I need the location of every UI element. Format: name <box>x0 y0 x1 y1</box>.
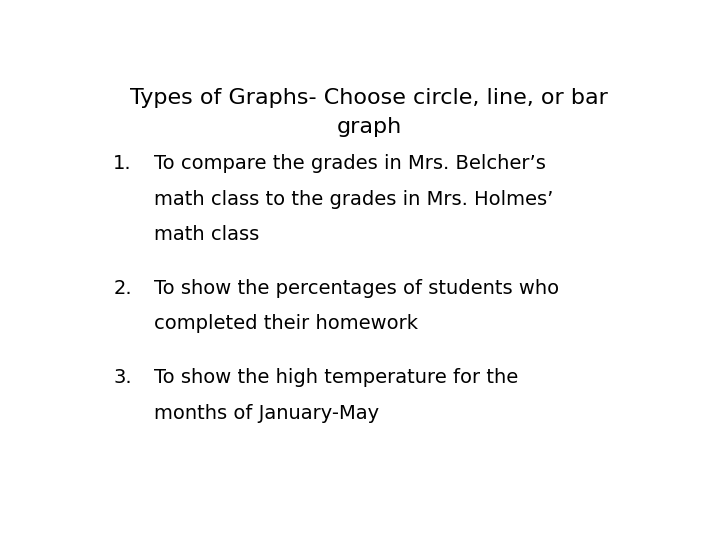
Text: math class to the grades in Mrs. Holmes’: math class to the grades in Mrs. Holmes’ <box>154 190 554 208</box>
Text: months of January-May: months of January-May <box>154 404 379 423</box>
Text: To show the high temperature for the: To show the high temperature for the <box>154 368 518 387</box>
Text: To compare the grades in Mrs. Belcher’s: To compare the grades in Mrs. Belcher’s <box>154 154 546 173</box>
Text: Types of Graphs- Choose circle, line, or bar: Types of Graphs- Choose circle, line, or… <box>130 87 608 107</box>
Text: graph: graph <box>336 117 402 137</box>
Text: 2.: 2. <box>113 279 132 298</box>
Text: 1.: 1. <box>113 154 132 173</box>
Text: To show the percentages of students who: To show the percentages of students who <box>154 279 559 298</box>
Text: 3.: 3. <box>113 368 132 387</box>
Text: completed their homework: completed their homework <box>154 314 418 333</box>
Text: math class: math class <box>154 225 259 244</box>
